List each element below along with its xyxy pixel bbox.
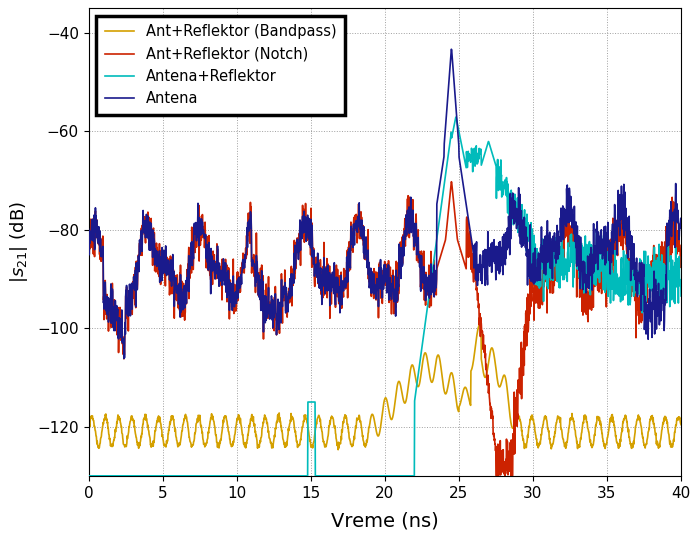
Ant+Reflektor (Bandpass) (85, 429, 93, 436)
Ant+Reflektor (Notch) (85, 229, 93, 236)
Line: Ant+Reflektor (Bandpass): Ant+Reflektor (Bandpass) (89, 324, 681, 450)
Antena (357, 230, 366, 237)
Antena+Reflektor (677, 293, 685, 299)
Line: Ant+Reflektor (Notch): Ant+Reflektor (Notch) (89, 182, 681, 476)
Legend: Ant+Reflektor (Bandpass), Ant+Reflektor (Notch), Antena+Reflektor, Antena: Ant+Reflektor (Bandpass), Ant+Reflektor … (96, 16, 345, 115)
Ant+Reflektor (Notch) (677, 242, 685, 248)
Ant+Reflektor (Bandpass) (552, 422, 560, 429)
Antena (660, 327, 668, 334)
Ant+Reflektor (Notch) (447, 178, 456, 185)
Antena (85, 226, 93, 232)
Antena+Reflektor (356, 473, 365, 479)
Antena+Reflektor (660, 281, 668, 287)
Ant+Reflektor (Notch) (552, 277, 560, 284)
Antena (447, 46, 456, 52)
Y-axis label: $|s_{21}|$ (dB): $|s_{21}|$ (dB) (8, 201, 30, 283)
Antena+Reflektor (115, 473, 123, 479)
Antena (115, 327, 123, 334)
Antena+Reflektor (660, 261, 668, 267)
Ant+Reflektor (Bandpass) (660, 418, 668, 424)
Ant+Reflektor (Notch) (492, 473, 500, 479)
Ant+Reflektor (Bandpass) (677, 421, 685, 428)
Line: Antena+Reflektor: Antena+Reflektor (89, 117, 681, 476)
Ant+Reflektor (Bandpass) (115, 413, 123, 420)
Antena+Reflektor (452, 114, 460, 120)
Ant+Reflektor (Notch) (356, 209, 365, 215)
Antena+Reflektor (373, 473, 381, 479)
Antena+Reflektor (552, 245, 560, 252)
Antena (373, 275, 381, 282)
Antena (552, 252, 560, 258)
Ant+Reflektor (Bandpass) (373, 431, 381, 437)
Antena (661, 317, 669, 324)
Ant+Reflektor (Bandpass) (357, 423, 366, 429)
X-axis label: Vreme (ns): Vreme (ns) (331, 512, 439, 531)
Antena (677, 222, 685, 229)
Ant+Reflektor (Notch) (115, 329, 123, 336)
Ant+Reflektor (Bandpass) (334, 446, 343, 453)
Line: Antena: Antena (89, 49, 681, 358)
Ant+Reflektor (Notch) (373, 269, 381, 275)
Ant+Reflektor (Bandpass) (476, 321, 484, 328)
Ant+Reflektor (Bandpass) (661, 416, 669, 422)
Ant+Reflektor (Notch) (660, 244, 668, 251)
Ant+Reflektor (Notch) (661, 260, 669, 266)
Antena+Reflektor (85, 473, 93, 479)
Antena (120, 355, 128, 362)
